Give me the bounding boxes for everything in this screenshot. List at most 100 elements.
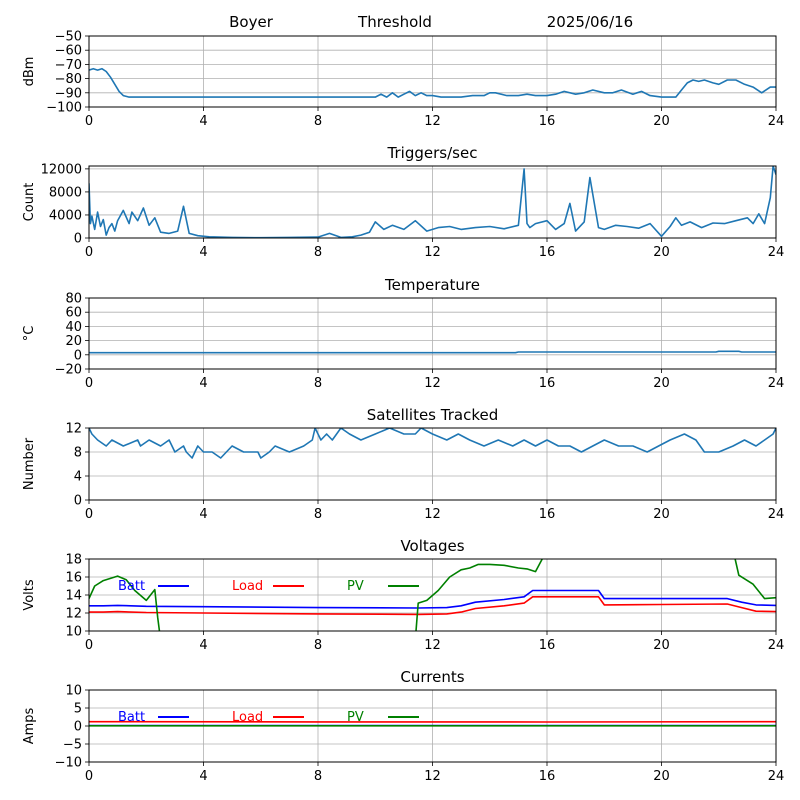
y-tick-label: 5 (74, 702, 82, 717)
x-tick-label: 20 (653, 245, 670, 260)
y-tick-label: −60 (55, 44, 82, 59)
y-tick-label: 18 (65, 553, 82, 568)
chart-title: Currents (400, 668, 464, 686)
x-tick-label: 20 (653, 114, 670, 129)
x-tick-label: 16 (539, 114, 556, 129)
x-tick-label: 0 (85, 638, 93, 653)
x-tick-label: 20 (653, 638, 670, 653)
y-tick-label: 0 (74, 232, 82, 247)
y-tick-label: −100 (46, 101, 82, 116)
y-tick-label: 40 (65, 320, 82, 335)
legend-label-batt: Batt (118, 710, 145, 725)
x-tick-label: 4 (199, 507, 207, 522)
plot-frame (88, 689, 777, 763)
series-line-0 (89, 166, 776, 238)
y-tick-label: 60 (65, 306, 82, 321)
plot-frame (88, 427, 777, 501)
y-tick-label: −80 (55, 72, 82, 87)
chart-title: Satellites Tracked (367, 406, 498, 424)
y-tick-label: 0 (74, 720, 82, 735)
y-tick-label: 14 (65, 589, 82, 604)
x-tick-label: 24 (768, 376, 785, 391)
legend-label-pv: PV (347, 579, 364, 594)
chart-panel-0: 0 4 8 12 16 20 24 −50−60−70−80−90−100 dBm (22, 30, 784, 130)
y-tick-label: 10 (65, 625, 82, 640)
y-tick-label: 16 (65, 571, 82, 586)
y-tick-label: 8 (74, 446, 82, 461)
chart-panel-4: 0 4 8 12 16 20 24 10 12 14 16 18 Voltages Volts Batt Lo… (22, 537, 784, 653)
y-tick-label: −70 (55, 58, 82, 73)
series-line-load (89, 596, 776, 616)
x-tick-label: 12 (424, 376, 441, 391)
y-tick-label: −5 (63, 738, 82, 753)
y-tick-label: −10 (55, 756, 82, 771)
x-tick-label: 4 (199, 245, 207, 260)
legend-label-pv: PV (347, 710, 364, 725)
y-tick-label: 0 (74, 348, 82, 363)
chart-panel-1: 0 4 8 12 16 20 24 0 4000 8000 12000 Triggers/sec Cou… (22, 144, 784, 260)
x-tick-label: 20 (653, 376, 670, 391)
series-line-0 (89, 67, 776, 98)
x-tick-label: 0 (85, 376, 93, 391)
y-axis-label: Count (22, 183, 37, 222)
chart-panel-3: 0 4 8 12 16 20 24 0 4 8 12 Satellites Tracked Number (22, 406, 784, 522)
y-tick-label: 4000 (49, 208, 82, 223)
x-tick-label: 4 (199, 114, 207, 129)
legend-label-batt: Batt (118, 579, 145, 594)
x-tick-label: 4 (199, 769, 207, 784)
y-axis-label: Volts (22, 579, 37, 611)
series-line-0 (89, 428, 776, 459)
x-tick-label: 12 (424, 507, 441, 522)
plot-frame (88, 165, 777, 239)
x-tick-label: 8 (314, 638, 322, 653)
header-label: Threshold (357, 13, 432, 31)
y-tick-label: 12 (65, 422, 82, 437)
x-tick-label: 4 (199, 638, 207, 653)
y-tick-label: 4 (74, 470, 82, 485)
series-line-pv (89, 559, 776, 631)
x-tick-label: 8 (314, 245, 322, 260)
plot-frame (88, 558, 777, 632)
y-axis-label: dBm (22, 57, 37, 87)
plot-frame (88, 297, 777, 370)
chart-title: Voltages (400, 537, 464, 555)
x-tick-label: 16 (539, 769, 556, 784)
x-tick-label: 4 (199, 376, 207, 391)
x-tick-label: 12 (424, 769, 441, 784)
x-tick-label: 16 (539, 507, 556, 522)
y-tick-label: 20 (65, 334, 82, 349)
x-tick-label: 0 (85, 769, 93, 784)
plot-frame (88, 35, 777, 108)
x-tick-label: 24 (768, 114, 785, 129)
legend-label-load: Load (232, 579, 263, 594)
y-tick-label: 12000 (41, 162, 82, 177)
y-tick-label: 0 (74, 494, 82, 509)
x-tick-label: 24 (768, 769, 785, 784)
x-tick-label: 0 (85, 507, 93, 522)
x-tick-label: 24 (768, 245, 785, 260)
chart-title: Temperature (384, 276, 480, 294)
series-line-batt (89, 589, 776, 609)
x-tick-label: 24 (768, 507, 785, 522)
x-tick-label: 12 (424, 114, 441, 129)
x-tick-label: 16 (539, 638, 556, 653)
x-tick-label: 16 (539, 245, 556, 260)
x-tick-label: 0 (85, 114, 93, 129)
x-tick-label: 8 (314, 507, 322, 522)
y-tick-label: −20 (55, 363, 82, 378)
x-tick-label: 16 (539, 376, 556, 391)
header-site: Boyer (229, 13, 274, 31)
y-axis-label: Number (22, 437, 37, 490)
chart-title: Triggers/sec (387, 144, 478, 162)
x-tick-label: 12 (424, 638, 441, 653)
y-tick-label: 12 (65, 607, 82, 622)
x-tick-label: 8 (314, 114, 322, 129)
x-tick-label: 0 (85, 245, 93, 260)
y-tick-label: 80 (65, 292, 82, 307)
x-tick-label: 20 (653, 769, 670, 784)
x-tick-label: 20 (653, 507, 670, 522)
x-tick-label: 8 (314, 769, 322, 784)
header-date: 2025/06/16 (547, 13, 633, 31)
